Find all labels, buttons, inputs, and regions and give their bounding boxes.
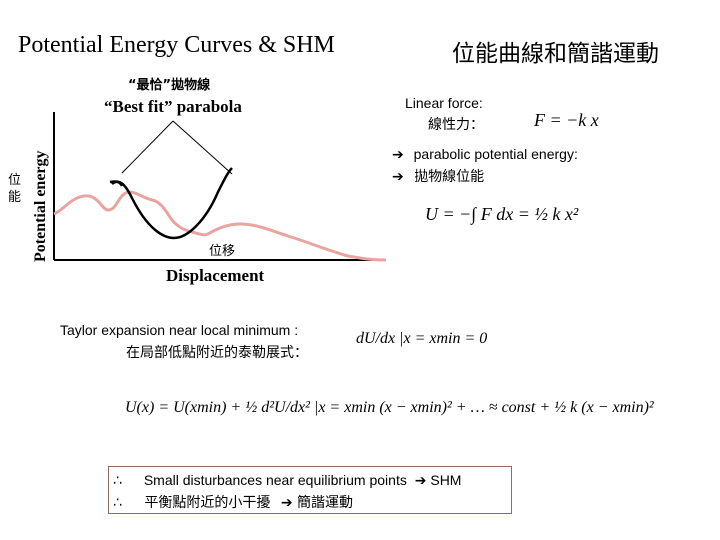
taylor-condition: dU/dx |x = xmin = 0 [356,330,488,347]
linear-force-label: Linear force: [405,95,483,111]
taylor-expansion: U(x) = U(xmin) + ½ d²U/dx² |x = xmin (x … [125,399,654,416]
potential-energy-plot [53,112,387,262]
arrow-icon: ➔ [414,472,427,488]
taylor-zh-label: 在局部低點附近的泰勒展式： [126,345,308,361]
potential-energy-curve [53,190,387,262]
title-chinese: 位能曲線和簡諧運動 [452,41,659,67]
parabolic-pe-zh-label: ➔ 拋物線位能 [392,166,484,186]
x-axis-zh-label: 位移 [209,244,236,259]
title-english: Potential Energy Curves & SHM [18,32,335,58]
parabolic-pe-zh: 拋物線位能 [414,169,485,185]
conclusion-en-text: Small disturbances near equilibrium poin… [143,472,407,488]
pointer-line-left [121,120,174,174]
best-fit-parabola [109,167,233,240]
taylor-label: Taylor expansion near local minimum : [60,322,299,338]
best-fit-zh-label: “最恰”拋物線 [128,78,211,93]
linear-force-formula: F = −k x [534,110,599,130]
x-axis-label: Displacement [166,266,265,285]
best-fit-en-label: “Best fit” parabola [104,97,242,116]
linear-force-zh-label: 線性力： [428,117,484,133]
conclusion-zh-result: 簡諧運動 [297,495,354,511]
y-axis-zh-label: 位能 [8,173,22,205]
conclusion-box: ∴ Small disturbances near equilibrium po… [108,466,512,514]
potential-energy-figure: “最恰”拋物線 “Best fit” parabola Potential en… [8,72,388,287]
parabolic-pe-label: ➔ parabolic potential energy: [392,146,578,163]
y-axis-label: Potential energy [32,150,49,262]
parabolic-formula: U = −∫ F dx = ½ k x² [425,204,579,224]
conclusion-line-1: ∴ Small disturbances near equilibrium po… [113,472,461,489]
arrow-icon: ➔ [392,169,404,185]
arrow-icon: ➔ [392,146,404,162]
conclusion-line-2: ∴ 平衡點附近的小干擾 ➔ 簡諧運動 [113,492,353,512]
conclusion-en-result: SHM [430,472,462,488]
conclusion-zh-text: 平衡點附近的小干擾 [144,495,271,511]
pointer-line-right [172,120,233,175]
arrow-icon: ➔ [280,495,293,511]
parabola-left-tip [111,180,124,187]
taylor-expansion-box: U(x) = U(xmin) + ½ d²U/dx² |x = xmin (x … [120,383,667,439]
therefore-symbol: ∴ [113,472,122,488]
parabolic-formula-box: U = −∫ F dx = ½ k x² [416,193,634,239]
therefore-symbol: ∴ [113,495,122,511]
parabolic-pe-en: parabolic potential energy: [413,146,578,162]
